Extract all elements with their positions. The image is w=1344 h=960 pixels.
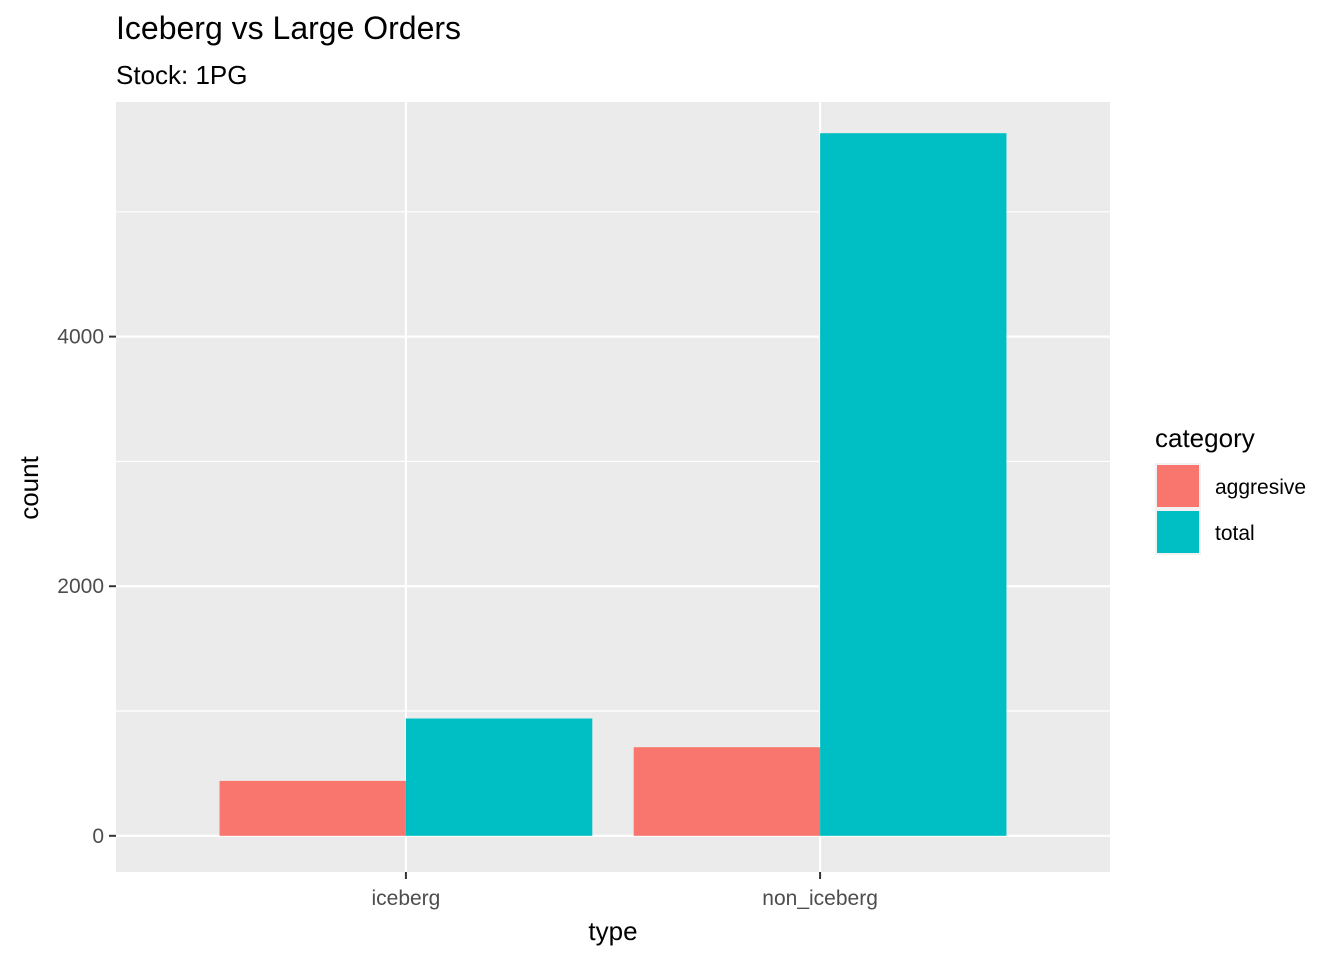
bar-total-non_iceberg: [820, 133, 1007, 836]
legend-key-total: [1157, 511, 1199, 553]
legend-label-aggresive: aggresive: [1215, 476, 1306, 499]
legend-key-aggresive: [1157, 465, 1199, 507]
y-axis: 0 2000 4000: [57, 326, 116, 848]
chart-title: Iceberg vs Large Orders: [116, 10, 462, 46]
y-tick-label: 2000: [57, 575, 104, 598]
chart-subtitle: Stock: 1PG: [116, 60, 248, 90]
y-tick-label: 4000: [57, 326, 104, 349]
bars: [219, 133, 1007, 836]
legend-title: category: [1155, 423, 1255, 453]
x-tick-label: non_iceberg: [762, 887, 878, 910]
legend-label-total: total: [1215, 522, 1255, 545]
bar-aggresive-iceberg: [219, 780, 406, 836]
legend: category aggresive total: [1155, 423, 1306, 555]
x-axis: iceberg non_iceberg: [371, 872, 878, 910]
x-axis-title: type: [588, 916, 637, 946]
x-tick-label: iceberg: [371, 887, 440, 910]
bar-total-iceberg: [405, 718, 593, 836]
y-axis-title: count: [14, 455, 44, 519]
bar-aggresive-non_iceberg: [633, 747, 821, 836]
y-tick-label: 0: [92, 825, 104, 848]
